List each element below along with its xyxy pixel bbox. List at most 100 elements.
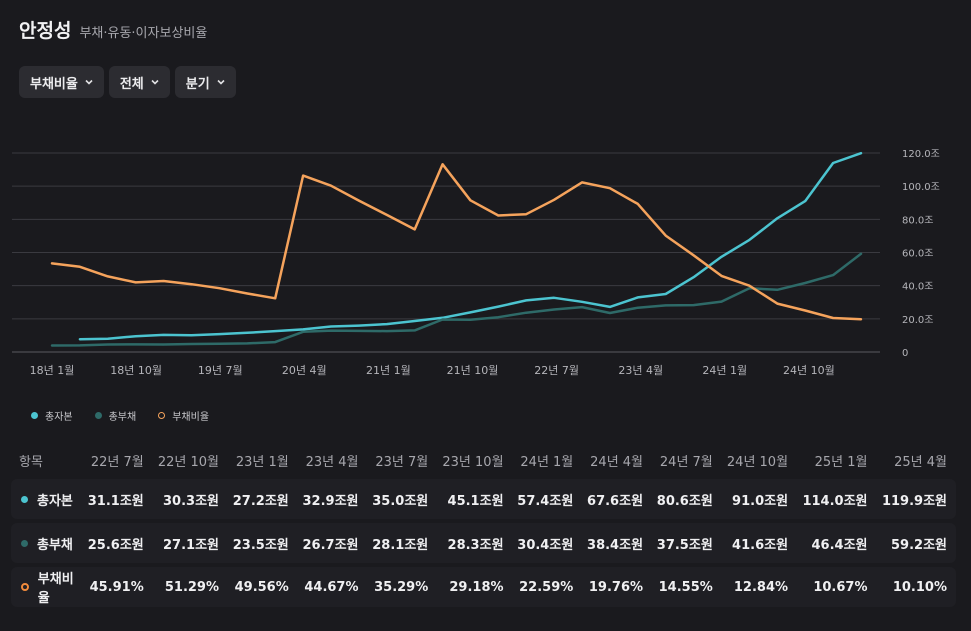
x-tick-label: 21년 1월 bbox=[366, 364, 411, 377]
table-cell: 14.55% bbox=[652, 567, 722, 607]
table-header-cell: 22년 7월 bbox=[90, 454, 144, 470]
row-label-cell: 부채비율 bbox=[11, 567, 83, 607]
series-marker bbox=[21, 539, 28, 547]
table-header-cell: 22년 10월 bbox=[157, 454, 220, 470]
table-header-cell: 24년 4월 bbox=[590, 454, 644, 470]
table-header-cell: 24년 7월 bbox=[659, 454, 713, 470]
table-cell: 23.5조원 bbox=[228, 523, 298, 563]
table-row-debt-ratio: 부채비율 45.91% 51.29% 49.56% 44.67% 35.29% … bbox=[11, 567, 956, 607]
table-cell: 29.18% bbox=[437, 567, 513, 607]
table-cell: 26.7조원 bbox=[297, 523, 368, 563]
filter-bar: 부채비율 전체 분기 bbox=[19, 66, 236, 98]
table-cell: 10.67% bbox=[797, 567, 877, 607]
legend-item-debt-ratio[interactable]: 부채비율 bbox=[158, 408, 209, 423]
table-header-cell: 23년 10월 bbox=[442, 454, 504, 470]
table-cell: 41.6조원 bbox=[721, 523, 798, 563]
table-cell: 37.5조원 bbox=[652, 523, 722, 563]
table-row-liabilities: 총부채 25.6조원 27.1조원 23.5조원 26.7조원 28.1조원 2… bbox=[11, 523, 956, 563]
legend-item-liabilities[interactable]: 총부채 bbox=[94, 408, 137, 423]
range-dropdown-label: 전체 bbox=[119, 76, 144, 92]
chart-legend: 총자본 총부채 부채비율 bbox=[31, 408, 209, 423]
table-cell: 25.6조원 bbox=[83, 523, 153, 563]
row-label-cell: 총자본 bbox=[11, 479, 83, 519]
legend-label: 총자본 bbox=[45, 412, 73, 423]
y-tick-label: 40.0조 bbox=[902, 282, 933, 293]
table-cell: 45.91% bbox=[83, 567, 153, 607]
period-dropdown[interactable]: 분기 bbox=[174, 66, 236, 98]
x-tick-label: 19년 7월 bbox=[198, 364, 243, 377]
table-cell: 35.0조원 bbox=[367, 479, 438, 519]
section-header: 안정성 부채·유동·이자보상비율 bbox=[19, 16, 207, 43]
table-cell: 19.76% bbox=[582, 567, 653, 607]
y-tick-label: 0 bbox=[902, 348, 908, 359]
x-tick-label: 20년 4월 bbox=[282, 364, 327, 377]
table-cell: 35.29% bbox=[367, 567, 438, 607]
table-cell: 28.3조원 bbox=[437, 523, 513, 563]
period-dropdown-label: 분기 bbox=[185, 76, 210, 92]
x-tick-label: 22년 7월 bbox=[534, 364, 579, 377]
table-header-row: 항목 22년 7월 22년 10월 23년 1월 23년 4월 23년 7월 2… bbox=[11, 441, 956, 479]
series-debt-ratio-line bbox=[50, 163, 863, 321]
y-tick-label: 120.0조 bbox=[902, 149, 940, 160]
metric-dropdown[interactable]: 부채비율 bbox=[19, 66, 104, 98]
legend-marker bbox=[31, 412, 38, 419]
y-tick-label: 60.0조 bbox=[902, 249, 933, 260]
metric-dropdown-label: 부채비율 bbox=[30, 76, 78, 92]
series-marker bbox=[21, 583, 29, 591]
table-cell: 91.0조원 bbox=[721, 479, 798, 519]
page-title: 안정성 bbox=[19, 20, 72, 42]
row-label: 총부채 bbox=[37, 537, 73, 553]
table-header-cell: 24년 10월 bbox=[726, 454, 789, 470]
legend-item-equity[interactable]: 총자본 bbox=[31, 408, 73, 423]
table-header-cell: 23년 7월 bbox=[375, 454, 429, 470]
x-tick-label: 18년 10월 bbox=[110, 364, 162, 377]
legend-label: 총부채 bbox=[108, 412, 137, 423]
chevron-down-icon bbox=[151, 79, 159, 85]
table-cell: 32.9조원 bbox=[297, 479, 368, 519]
stability-line-chart[interactable]: 0 20.0조 40.0조 60.0조 80.0조 100.0조 120.0조 18년 1월 1… bbox=[0, 140, 971, 390]
x-tick-label: 18년 1월 bbox=[30, 364, 75, 377]
data-table: 항목 22년 7월 22년 10월 23년 1월 23년 4월 23년 7월 2… bbox=[11, 441, 956, 607]
legend-label: 부채비율 bbox=[172, 412, 210, 423]
table-cell: 44.67% bbox=[297, 567, 368, 607]
table-cell: 67.6조원 bbox=[582, 479, 653, 519]
table-header-cell: 23년 4월 bbox=[305, 454, 359, 470]
legend-marker bbox=[158, 412, 166, 419]
series-liabilities-line bbox=[50, 252, 863, 347]
range-dropdown[interactable]: 전체 bbox=[108, 66, 170, 98]
y-tick-label: 80.0조 bbox=[902, 215, 933, 226]
table-row-equity: 총자본 31.1조원 30.3조원 27.2조원 32.9조원 35.0조원 4… bbox=[11, 479, 956, 519]
row-label: 총자본 bbox=[37, 493, 73, 509]
table-cell: 80.6조원 bbox=[652, 479, 722, 519]
chevron-down-icon bbox=[217, 79, 225, 85]
table-cell: 45.1조원 bbox=[437, 479, 513, 519]
row-label: 부채비율 bbox=[37, 572, 74, 606]
table-header-cell: 25년 4월 bbox=[894, 454, 947, 470]
series-equity-line bbox=[78, 151, 863, 341]
table-cell: 38.4조원 bbox=[582, 523, 653, 563]
table-cell: 51.29% bbox=[152, 567, 229, 607]
table-cell: 31.1조원 bbox=[83, 479, 153, 519]
table-cell: 27.1조원 bbox=[152, 523, 229, 563]
table-cell: 119.9조원 bbox=[876, 479, 956, 519]
y-tick-label: 100.0조 bbox=[902, 182, 940, 193]
table-header-cell: 23년 1월 bbox=[235, 454, 289, 470]
table-header-cell: 24년 1월 bbox=[520, 454, 574, 470]
page-subtitle: 부채·유동·이자보상비율 bbox=[79, 26, 208, 41]
chevron-down-icon bbox=[85, 79, 93, 85]
x-tick-label: 24년 1월 bbox=[702, 364, 747, 377]
table-cell: 28.1조원 bbox=[367, 523, 438, 563]
table-cell: 57.4조원 bbox=[512, 479, 583, 519]
series-marker bbox=[21, 495, 28, 503]
table-cell: 22.59% bbox=[512, 567, 583, 607]
table-cell: 30.4조원 bbox=[512, 523, 583, 563]
x-tick-label: 21년 10월 bbox=[447, 364, 499, 377]
table-cell: 10.10% bbox=[876, 567, 956, 607]
table-cell: 30.3조원 bbox=[152, 479, 229, 519]
y-tick-label: 20.0조 bbox=[902, 315, 933, 326]
table-header-cell: 항목 bbox=[19, 454, 43, 470]
legend-marker bbox=[94, 412, 102, 419]
table-cell: 27.2조원 bbox=[228, 479, 298, 519]
table-cell: 49.56% bbox=[228, 567, 298, 607]
table-cell: 59.2조원 bbox=[876, 523, 956, 563]
